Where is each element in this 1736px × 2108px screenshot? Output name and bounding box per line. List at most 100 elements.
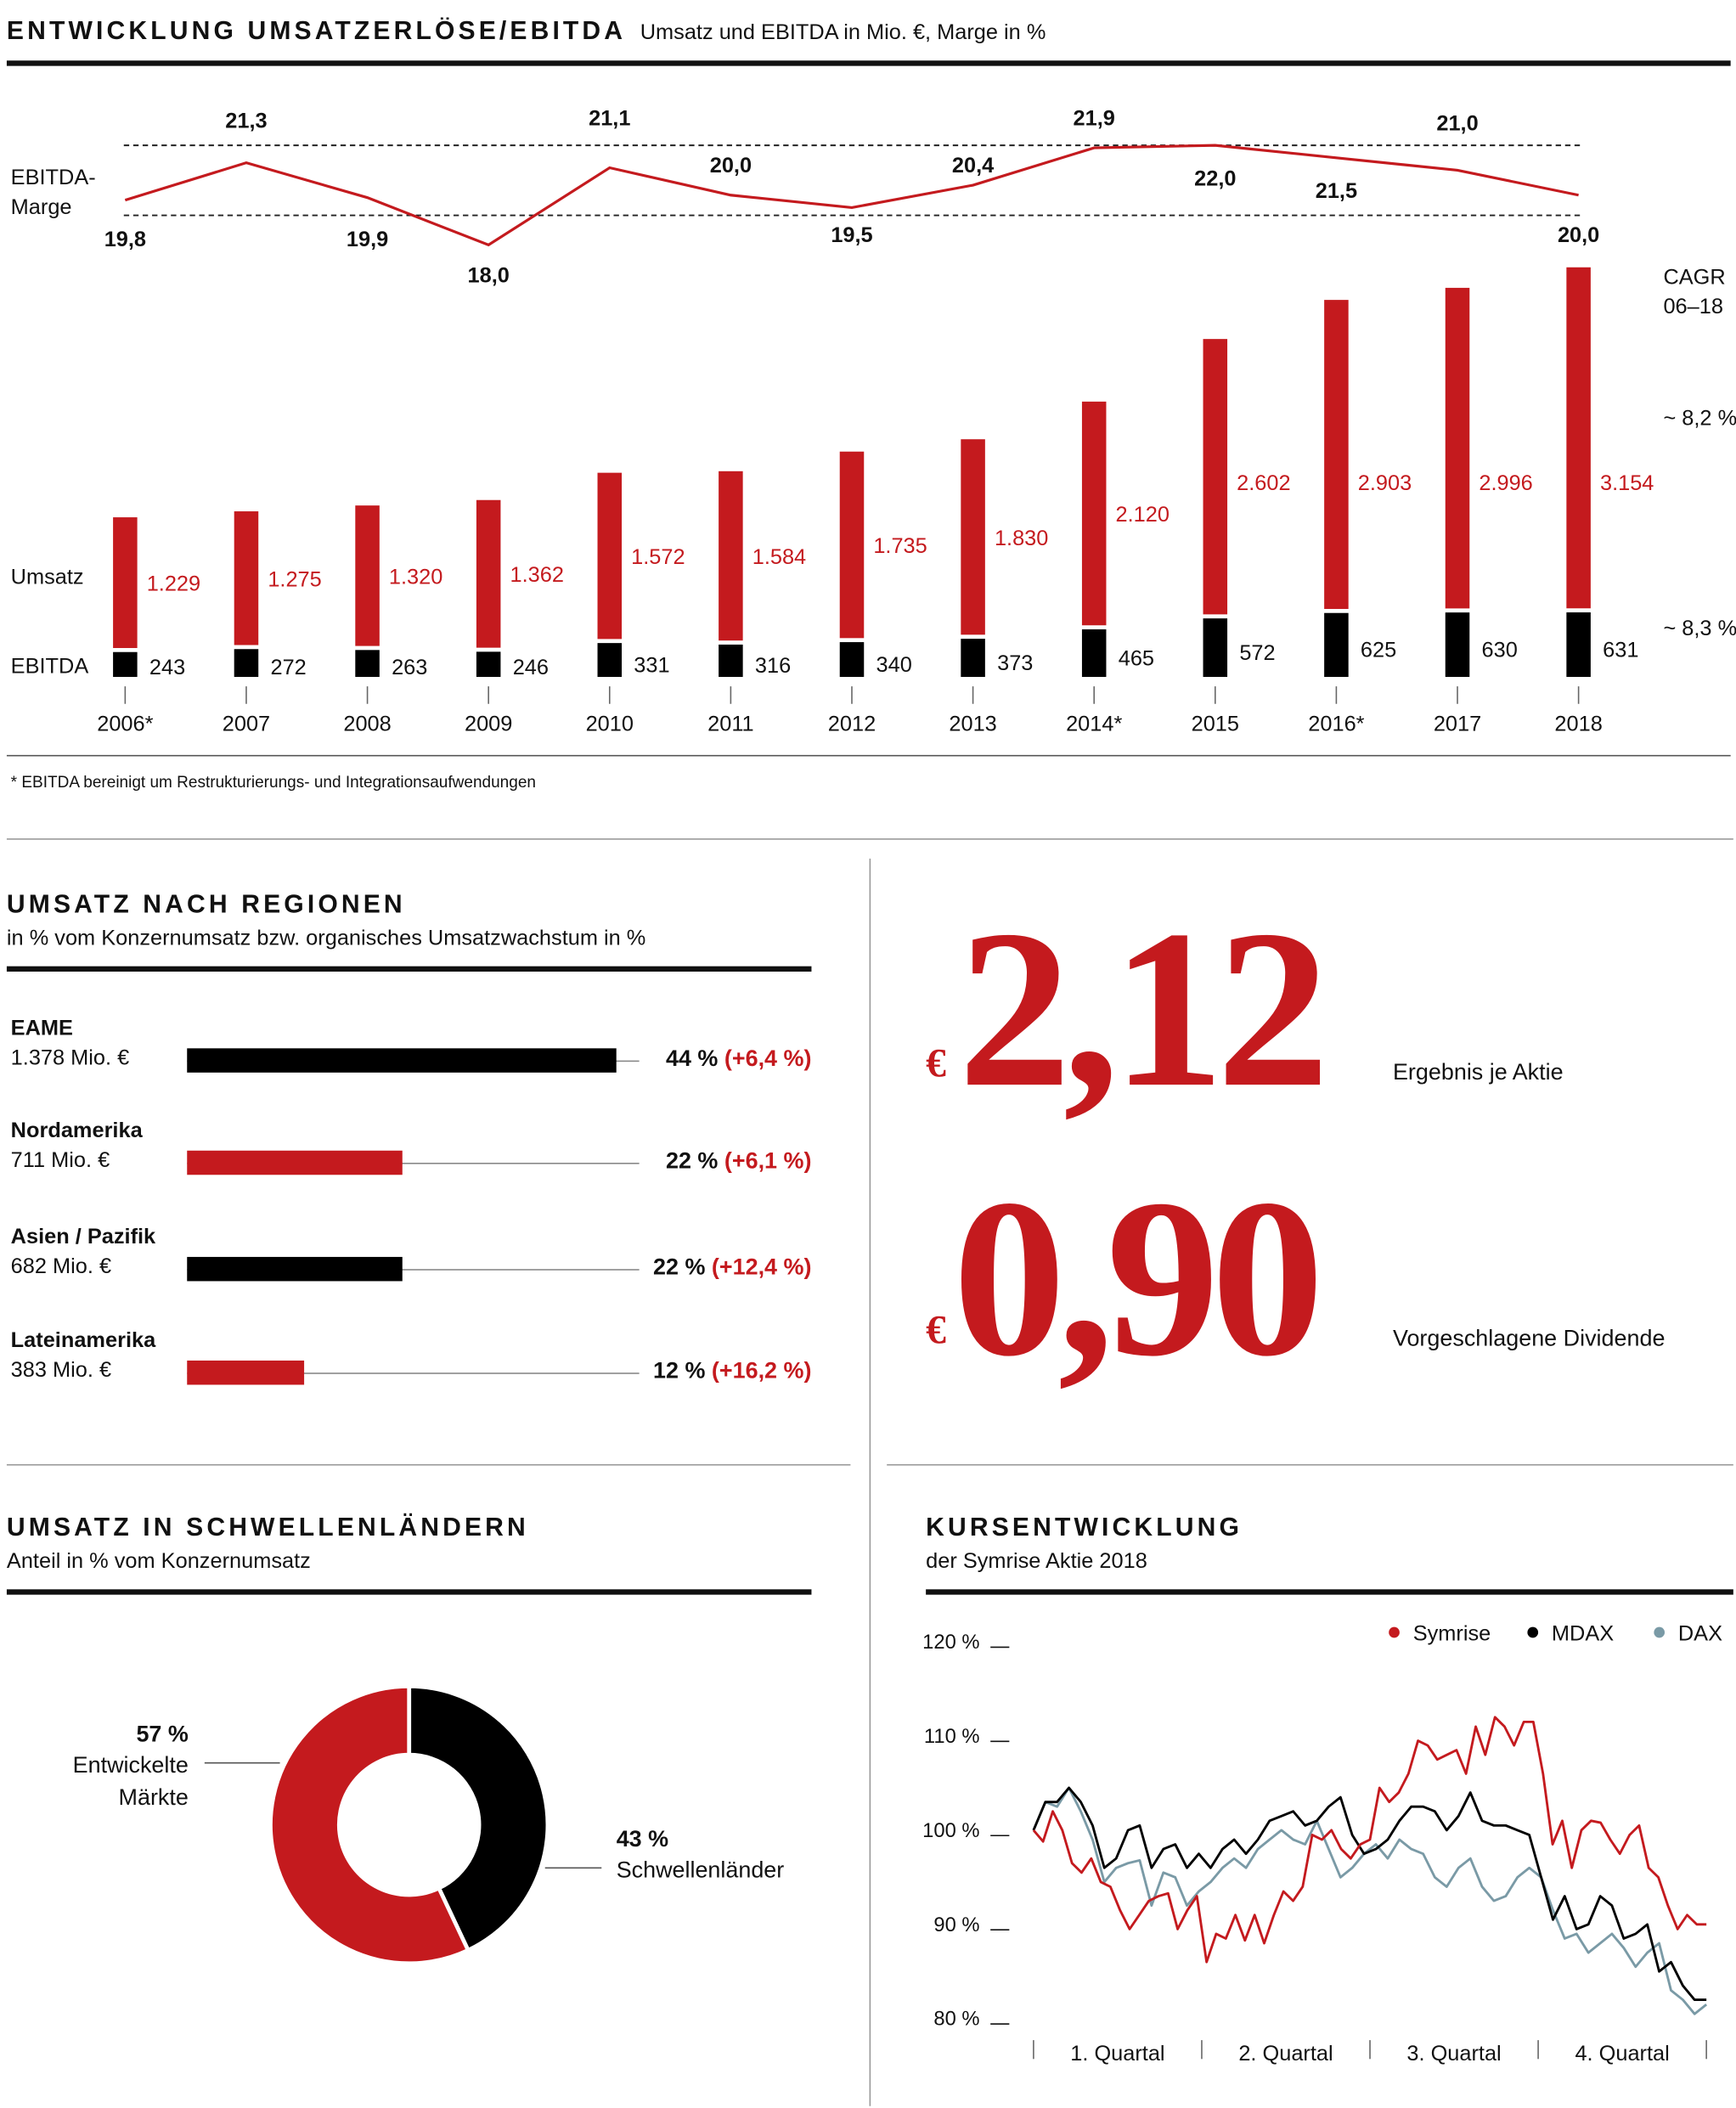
margin-row-label: EBITDA- Marge <box>10 166 96 220</box>
umsatz-bar <box>476 499 501 648</box>
ebitda-value-label: 263 <box>392 656 427 679</box>
region-revenue: 711 Mio. € <box>10 1149 110 1173</box>
ebitda-value-label: 631 <box>1603 638 1638 662</box>
umsatz-value-label: 1.584 <box>752 545 806 569</box>
margin-label: 19,9 <box>347 228 388 251</box>
slice-value-label: 43 % <box>617 1826 668 1852</box>
quarter-label: 4. Quartal <box>1575 2042 1669 2066</box>
kpi-value: 0,90 <box>952 1153 1324 1404</box>
regions-subtitle: in % vom Konzernumsatz bzw. organisches … <box>6 927 646 950</box>
donut-slice-developed <box>268 1683 471 1966</box>
ebitda-value-label: 272 <box>270 656 306 679</box>
slice-name-line: Märkte <box>119 1784 189 1810</box>
year-label: 2013 <box>949 712 996 736</box>
region-share-bar <box>187 1048 617 1073</box>
ebitda-value-label: 243 <box>149 656 185 679</box>
emerging-subtitle: Anteil in % vom Konzernumsatz <box>6 1550 311 1574</box>
umsatz-bar <box>961 439 985 635</box>
year-label: 2011 <box>707 712 753 736</box>
series-line-symrise <box>1032 1716 1707 1964</box>
donut-slice-emerging <box>407 1683 550 1953</box>
stock-subtitle: der Symrise Aktie 2018 <box>926 1550 1147 1574</box>
region-share-value: 22 % <box>665 1147 719 1174</box>
umsatz-bar <box>113 517 138 648</box>
stock-rule <box>926 1589 1733 1595</box>
year-label: 2010 <box>586 712 634 736</box>
regions-rule <box>6 966 812 972</box>
year-label: 2008 <box>343 712 391 736</box>
region-growth: (+12,4 %) <box>711 1254 812 1280</box>
region-share-value: 12 % <box>653 1357 706 1384</box>
margin-label: 21,9 <box>1074 106 1115 130</box>
region-share: 22 % (+12,4 %) <box>653 1254 811 1282</box>
margin-label: 20,0 <box>1558 223 1599 247</box>
legend-dot-icon <box>1654 1626 1666 1638</box>
region-share-bar <box>187 1150 402 1175</box>
region-revenue: 1.378 Mio. € <box>10 1046 130 1070</box>
ebitda-bar <box>719 644 743 678</box>
section-divider <box>6 1463 851 1466</box>
year-label: 2015 <box>1192 712 1239 736</box>
ebitda-bar <box>476 651 501 678</box>
kpi-label: Ergebnis je Aktie <box>1392 1059 1564 1085</box>
umsatz-value-label: 2.903 <box>1358 471 1412 495</box>
cagr-title: CAGR 06–18 <box>1663 266 1726 319</box>
stock-title: KURSENTWICKLUNG <box>926 1513 1243 1542</box>
year-label: 2007 <box>223 712 270 736</box>
region-name: Asien / Pazifik <box>10 1226 156 1249</box>
emerging-rule <box>6 1589 812 1595</box>
umsatz-value-label: 1.572 <box>631 545 685 569</box>
margin-label: 18,0 <box>468 264 510 288</box>
region-name: Lateinamerika <box>10 1329 156 1353</box>
ebitda-value-label: 331 <box>634 653 669 677</box>
margin-label: 21,0 <box>1436 112 1478 136</box>
y-tick-label: 80 % <box>933 2008 979 2031</box>
legend-label: Symrise <box>1413 1622 1491 1646</box>
margin-label: 20,4 <box>952 154 994 178</box>
region-track <box>187 1269 640 1271</box>
year-label: 2016* <box>1308 712 1364 736</box>
umsatz-row-label: Umsatz <box>10 566 84 590</box>
regions-title: UMSATZ NACH REGIONEN <box>6 890 406 920</box>
section-divider <box>887 1463 1733 1466</box>
umsatz-value-label: 2.996 <box>1479 471 1532 495</box>
year-label: 2012 <box>828 712 876 736</box>
region-share: 44 % (+6,4 %) <box>666 1046 811 1073</box>
umsatz-value-label: 1.362 <box>510 563 564 587</box>
ebitda-value-label: 630 <box>1482 638 1518 662</box>
region-track <box>187 1163 640 1164</box>
margin-label: 19,5 <box>831 223 872 247</box>
ebitda-bar <box>355 650 380 678</box>
ebitda-row-label: EBITDA <box>10 655 89 679</box>
region-share-bar <box>187 1256 402 1282</box>
umsatz-value-label: 2.602 <box>1237 471 1290 495</box>
margin-label: 21,1 <box>589 106 630 130</box>
slice-name-line: Entwickelte <box>73 1752 189 1778</box>
region-share: 22 % (+6,1 %) <box>666 1148 811 1175</box>
umsatz-value-label: 3.154 <box>1600 471 1654 495</box>
margin-label: 21,5 <box>1316 179 1357 203</box>
umsatz-bar <box>1324 300 1349 609</box>
y-tick-label: 100 % <box>922 1819 979 1842</box>
kpi-value: 2,12 <box>958 884 1329 1135</box>
emerging-donut-chart: 43 % Schwellenländer 57 % Entwickelte Märkte <box>73 1683 784 1966</box>
ebitda-bar <box>1566 612 1591 678</box>
y-tick-label: 110 % <box>924 1725 980 1748</box>
ebitda-value-label: 572 <box>1239 641 1275 665</box>
legend-dot-icon <box>1389 1626 1400 1638</box>
margin-label: 21,3 <box>225 110 267 133</box>
y-tick-label: 90 % <box>933 1914 979 1936</box>
ebitda-bar <box>1203 618 1228 678</box>
umsatz-bar <box>1081 401 1107 626</box>
ebitda-bar <box>961 639 985 678</box>
year-label: 2014* <box>1066 712 1122 736</box>
cagr-umsatz: ~ 8,2 % <box>1663 408 1736 431</box>
chart-title: ENTWICKLUNG UMSATZERLÖSE/EBITDA <box>6 17 627 46</box>
chart-bottom-rule <box>6 754 1731 757</box>
year-label: 2009 <box>465 712 512 736</box>
region-share: 12 % (+16,2 %) <box>653 1358 811 1385</box>
ebitda-bar <box>839 642 865 678</box>
ebitda-bar <box>234 649 259 678</box>
